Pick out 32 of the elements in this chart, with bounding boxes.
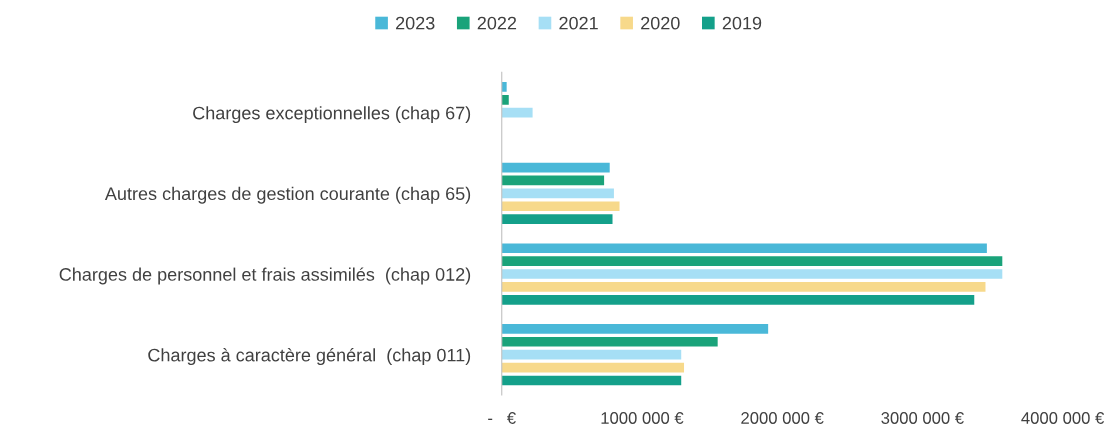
bar xyxy=(501,201,620,212)
x-tick-label: - € xyxy=(488,412,516,424)
bar xyxy=(501,243,987,254)
bar xyxy=(501,349,682,360)
legend-label: 2020 xyxy=(641,16,680,30)
bar xyxy=(501,375,682,386)
bar xyxy=(501,269,1003,279)
legend-label: 2022 xyxy=(477,16,517,30)
y-tick-label: Charges à caractère général (chap 011) xyxy=(148,348,471,366)
x-tick-label: 1000 000 € xyxy=(601,412,684,424)
bar xyxy=(501,107,533,118)
bar xyxy=(501,94,509,105)
x-tick-label: 4000 000 € xyxy=(1021,412,1105,424)
bar xyxy=(501,324,769,334)
bar xyxy=(501,256,1003,266)
bar xyxy=(501,188,614,199)
bar xyxy=(501,282,986,292)
legend-label: 2021 xyxy=(559,16,598,30)
bar xyxy=(501,295,975,305)
x-tick-label: 3000 000 € xyxy=(881,412,964,424)
legend-label: 2019 xyxy=(722,16,762,30)
bar xyxy=(501,214,613,225)
y-tick-label: Autres charges de gestion courante (chap 65) xyxy=(104,186,471,204)
y-tick-label: Charges exceptionnelles (chap 67) xyxy=(193,106,471,123)
bar xyxy=(501,82,507,92)
bar xyxy=(501,162,610,173)
bar xyxy=(501,362,685,373)
bar xyxy=(501,175,605,186)
x-tick-label: 2000 000 € xyxy=(741,412,824,424)
y-tick-label: Charges de personnel et frais assimilés (chap 012) xyxy=(59,267,471,285)
bar xyxy=(501,336,718,347)
legend-label: 2023 xyxy=(396,16,435,30)
